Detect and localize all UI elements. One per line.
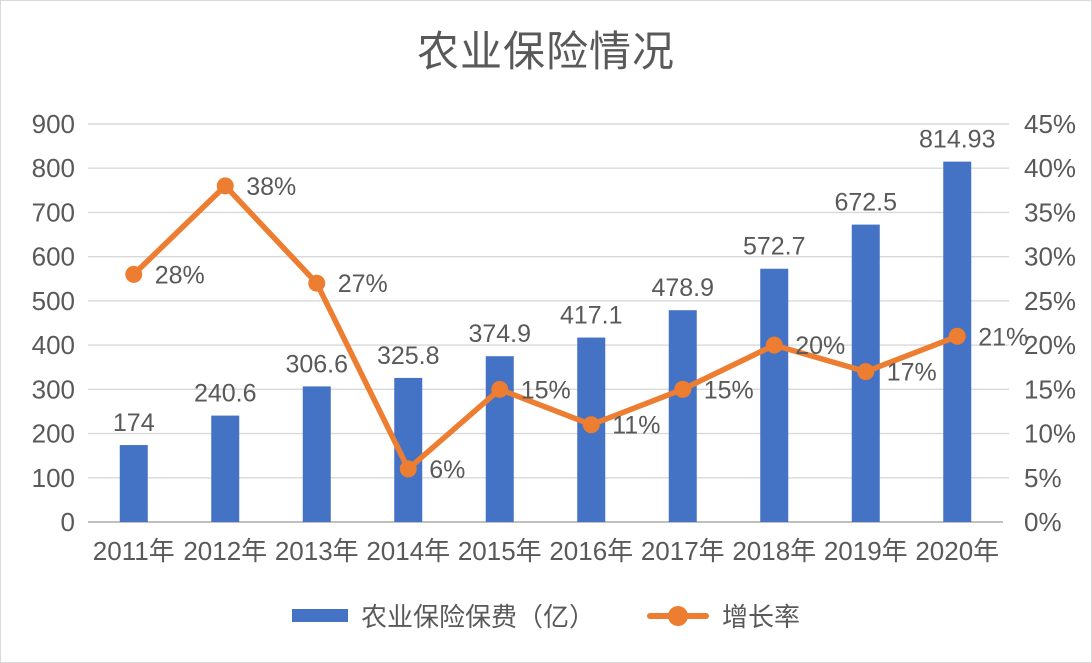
bar-value-label: 572.7 (743, 233, 806, 261)
bar (302, 386, 331, 522)
left-axis-tick-label: 300 (32, 374, 75, 404)
line-marker (582, 416, 600, 434)
line-series-path (131, 183, 960, 472)
chart-title: 农业保险情况 (416, 28, 675, 75)
line-series-marker-icon (668, 605, 688, 626)
line-marker (857, 363, 875, 381)
line-marker (674, 380, 692, 398)
left-axis-tick-label: 500 (32, 286, 75, 316)
line-value-label: 38% (246, 173, 296, 201)
line-marker (948, 327, 966, 345)
line-value-label: 28% (155, 261, 205, 289)
line-value-label: 6% (429, 456, 465, 484)
bar-value-label: 240.6 (194, 380, 257, 408)
x-axis-category-label: 2012年 (183, 536, 267, 566)
line-value-label: 17% (887, 359, 937, 387)
line-series-swatch-icon (647, 605, 709, 626)
x-axis-category-label: 2015年 (458, 536, 542, 566)
line-value-label: 27% (338, 270, 388, 298)
left-axis-tick-label: 400 (32, 330, 75, 360)
left-axis-tick-label: 800 (32, 153, 75, 183)
line-marker (216, 177, 234, 195)
right-axis-tick-label: 45% (1024, 109, 1076, 139)
bar-series-label: 农业保险保费（亿） (360, 602, 595, 632)
left-axis-tick-label: 700 (32, 197, 75, 227)
left-axis-tick-label: 100 (32, 463, 75, 493)
line-series-label: 增长率 (722, 602, 801, 632)
bar (760, 268, 789, 522)
bar (211, 415, 240, 522)
bar (119, 445, 148, 522)
x-axis-category-label: 2013年 (275, 536, 359, 566)
line-marker (765, 336, 783, 354)
bar-value-label: 306.6 (285, 350, 348, 378)
bar-value-label: 478.9 (651, 274, 714, 302)
line-marker (308, 274, 326, 292)
bar (668, 310, 697, 522)
right-axis-tick-label: 35% (1024, 197, 1076, 227)
left-axis-tick-label: 200 (32, 419, 75, 449)
line-value-label: 11% (612, 412, 660, 440)
left-axis-tick-label: 0 (61, 507, 75, 537)
left-axis-tick-label: 900 (32, 109, 75, 139)
line-marker (491, 380, 509, 398)
right-axis-tick-label: 10% (1024, 419, 1076, 449)
right-axis-tick-label: 15% (1024, 374, 1076, 404)
right-axis-tick-label: 30% (1024, 242, 1076, 272)
line-value-label: 21% (978, 323, 1028, 351)
bar-value-label: 672.5 (834, 189, 897, 217)
line-marker (125, 265, 143, 283)
bar-value-label: 374.9 (468, 320, 531, 348)
left-axis-tick-label: 600 (32, 242, 75, 272)
bar-value-label: 174 (113, 409, 155, 437)
bar-value-label: 325.8 (377, 342, 440, 370)
line-value-label: 15% (704, 376, 754, 404)
x-axis-category-label: 2020年 (915, 536, 999, 566)
x-axis-category-label: 2017年 (641, 536, 725, 566)
x-axis-category-label: 2019年 (824, 536, 908, 566)
line-value-label: 20% (795, 332, 845, 360)
bar-value-label: 814.93 (919, 126, 995, 154)
bar-value-label: 417.1 (560, 302, 623, 330)
right-axis-tick-label: 25% (1024, 286, 1076, 316)
line-marker (399, 460, 417, 478)
right-axis-tick-label: 0% (1024, 507, 1062, 537)
legend-item-line-series: 增长率 (647, 597, 800, 634)
legend-item-bar-series: 农业保险保费（亿） (291, 597, 595, 634)
legend: 农业保险保费（亿） 增长率 (1, 597, 1091, 634)
x-axis-category-label: 2018年 (732, 536, 816, 566)
x-axis-category-label: 2014年 (366, 536, 450, 566)
right-axis-tick-label: 20% (1024, 330, 1076, 360)
right-axis-tick-label: 5% (1024, 463, 1062, 493)
right-axis-tick-label: 40% (1024, 153, 1076, 183)
x-axis-category-label: 2016年 (549, 536, 633, 566)
line-value-label: 15% (521, 376, 571, 404)
x-axis-category-label: 2011年 (93, 536, 175, 566)
bar-series-swatch-icon (291, 609, 348, 622)
